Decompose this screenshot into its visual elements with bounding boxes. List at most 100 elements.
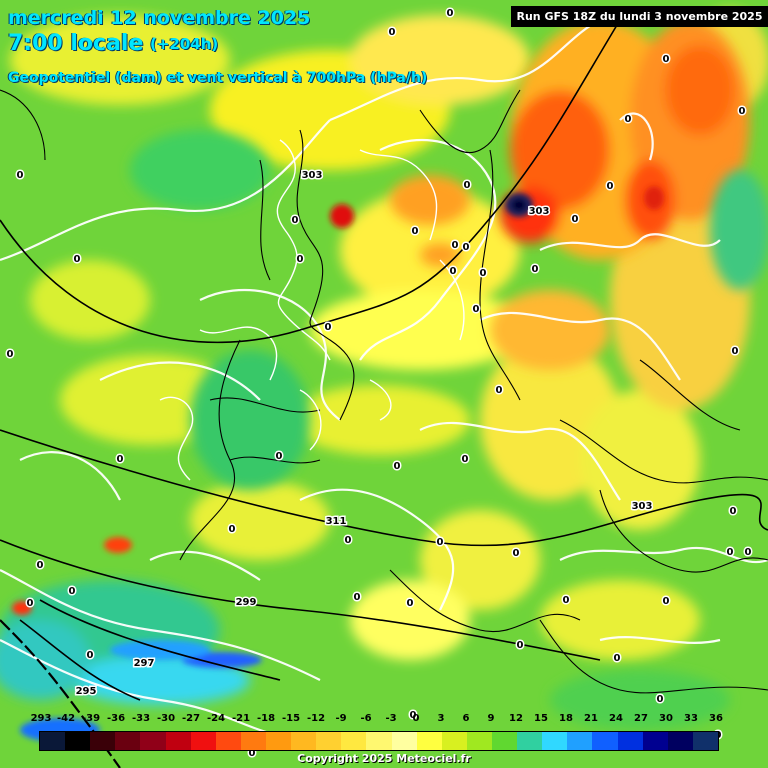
vertical-velocity-label: 0 <box>513 548 520 559</box>
legend-tick: -6 <box>360 713 372 724</box>
valid-time: 7:00 locale <box>8 31 144 56</box>
vertical-velocity-label: 0 <box>447 8 454 19</box>
legend-swatch <box>466 732 492 750</box>
legend-swatch <box>567 732 593 750</box>
parameter-description: Geopotentiel (dam) et vent vertical à 70… <box>8 70 428 86</box>
legend-tick: -3 <box>385 713 397 724</box>
vertical-velocity-label: 0 <box>276 451 283 462</box>
vertical-velocity-label: 0 <box>69 586 76 597</box>
legend-swatch <box>416 732 442 750</box>
vertical-velocity-label: 0 <box>517 640 524 651</box>
legend-tick: -30 <box>156 713 176 724</box>
legend-tick: -39 <box>81 713 101 724</box>
vertical-velocity-label: 0 <box>607 181 614 192</box>
legend-swatch <box>190 732 216 750</box>
valid-date: mercredi 12 novembre 2025 <box>8 7 311 29</box>
field-rising-motion <box>390 20 750 370</box>
legend-tick: -12 <box>306 713 326 724</box>
vertical-velocity-label: 0 <box>727 547 734 558</box>
legend-tick: 30 <box>659 713 673 724</box>
vertical-velocity-label: 0 <box>17 170 24 181</box>
vertical-velocity-label: 0 <box>345 535 352 546</box>
legend-tick: 9 <box>487 713 495 724</box>
legend-swatch <box>592 732 618 750</box>
vertical-velocity-label: 0 <box>297 254 304 265</box>
vertical-velocity-label: 0 <box>437 537 444 548</box>
legend-tick: -18 <box>256 713 276 724</box>
vertical-velocity-label: 0 <box>572 214 579 225</box>
vertical-velocity-label: 0 <box>739 106 746 117</box>
vertical-velocity-label: 0 <box>532 264 539 275</box>
vertical-velocity-labels: 0 0 0 0 0 0 0 0 0 0 0 0 0 0 0 0 0 0 0 0 0 0 0 0 0 0 0 0 0 0 0 0 0 0 0 0 0 0 0 0… <box>5 7 753 761</box>
geopotential-label: 311 <box>326 516 347 527</box>
vertical-velocity-label: 0 <box>407 598 414 609</box>
legend-swatch <box>115 732 141 750</box>
vertical-velocity-label: 0 <box>745 547 752 558</box>
copyright: Copyright 2025 Meteociel.fr <box>297 752 471 765</box>
vertical-velocity-label: 0 <box>625 114 632 125</box>
vertical-velocity-label: 0 <box>325 322 332 333</box>
white-isolines <box>0 19 768 742</box>
vertical-velocity-label: 0 <box>496 385 503 396</box>
vertical-velocity-label: 0 <box>732 346 739 357</box>
legend-swatch <box>366 732 392 750</box>
geopotential-label: 297 <box>134 658 155 669</box>
legend-swatch <box>140 732 166 750</box>
vertical-velocity-label: 0 <box>249 748 256 759</box>
legend-tick: -33 <box>131 713 151 724</box>
legend-tick: -15 <box>281 713 301 724</box>
legend-swatch <box>617 732 643 750</box>
vertical-velocity-label: 0 <box>27 598 34 609</box>
vertical-velocity-label: 0 <box>229 524 236 535</box>
legend-swatch <box>542 732 568 750</box>
legend-swatch <box>291 732 317 750</box>
legend-tick: 0 <box>412 713 420 724</box>
legend-tick: 3 <box>437 713 445 724</box>
legend-colorbar <box>39 731 719 751</box>
legend-swatch <box>265 732 292 750</box>
legend-tick: -9 <box>335 713 347 724</box>
vertical-velocity-label: 0 <box>463 242 470 253</box>
legend-swatch <box>517 732 543 750</box>
geopotential-label: 303 <box>302 170 323 181</box>
geopotential-label: 299 <box>236 597 257 608</box>
legend-tick: 18 <box>559 713 573 724</box>
vertical-velocity-label: 0 <box>663 54 670 65</box>
vertical-velocity-label: 0 <box>730 506 737 517</box>
legend-tick: -27 <box>181 713 201 724</box>
legend-swatch <box>40 732 66 750</box>
legend-tick: 293 <box>30 713 52 724</box>
lead-time: (+204h) <box>150 35 219 53</box>
legend-swatch <box>341 732 367 750</box>
legend-swatch <box>667 732 693 750</box>
vertical-velocity-label: 0 <box>87 650 94 661</box>
vertical-velocity-label: 0 <box>462 454 469 465</box>
vertical-velocity-label: 0 <box>117 454 124 465</box>
vertical-velocity-label: 0 <box>657 694 664 705</box>
legend-swatch <box>316 732 342 750</box>
legend-swatch <box>165 732 191 750</box>
geopotential-label: 303 <box>529 206 550 217</box>
run-info: Run GFS 18Z du lundi 3 novembre 2025 <box>511 6 768 27</box>
vertical-velocity-label: 0 <box>614 653 621 664</box>
legend-swatch <box>491 732 518 750</box>
legend-tick: 24 <box>609 713 623 724</box>
legend-swatch <box>441 732 467 750</box>
vertical-velocity-label: 0 <box>7 349 14 360</box>
legend-swatch <box>90 732 116 750</box>
geopotential-lines <box>0 19 768 701</box>
legend-tick: -24 <box>206 713 226 724</box>
vertical-velocity-label: 0 <box>74 254 81 265</box>
coastlines <box>159 139 465 481</box>
legend-swatch <box>65 732 91 750</box>
vertical-velocity-label: 0 <box>450 266 457 277</box>
legend-swatch <box>391 732 417 750</box>
vertical-velocity-label: 0 <box>480 268 487 279</box>
vertical-velocity-label: 0 <box>473 304 480 315</box>
geopotential-label: 303 <box>632 501 653 512</box>
legend-swatch <box>240 732 266 750</box>
legend-tick: 36 <box>709 713 723 724</box>
legend-tick: 15 <box>534 713 548 724</box>
geopotential-labels: 303 303 303 311 299 297 295 <box>74 169 654 699</box>
